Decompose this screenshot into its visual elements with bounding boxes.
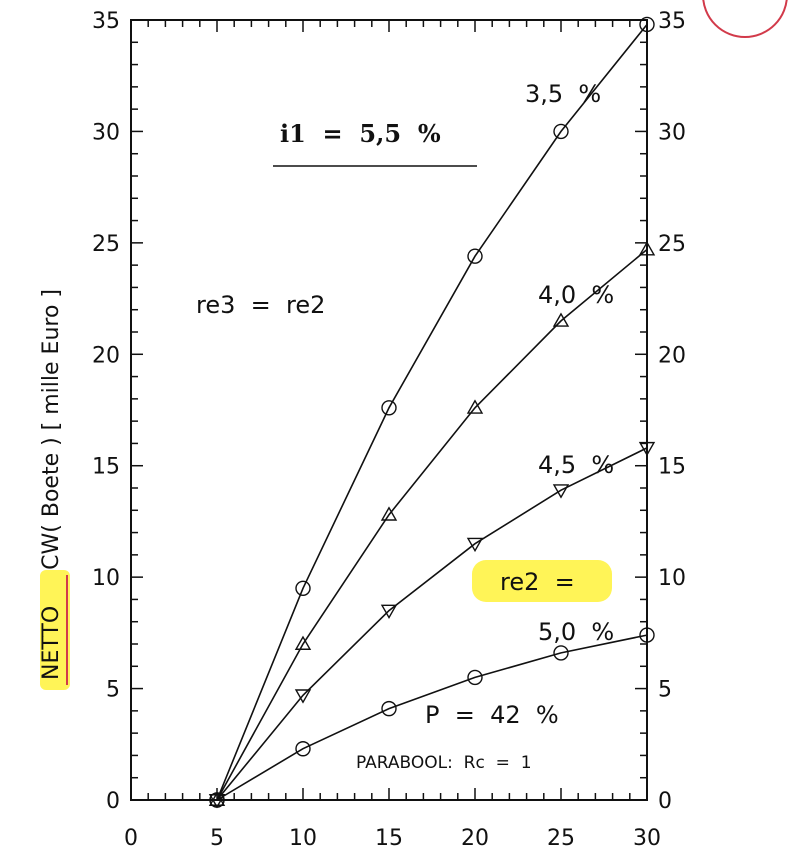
y-axis-label-rest: CW( Boete ) [ mille Euro ] xyxy=(39,289,64,570)
data-point xyxy=(467,669,483,686)
series-label-4-5: 4,5 % xyxy=(538,451,614,479)
y-tick-label-left: 20 xyxy=(92,343,120,368)
y-tick-label-right: 20 xyxy=(658,343,686,368)
data-point xyxy=(294,635,312,650)
data-point xyxy=(380,506,398,521)
stamp xyxy=(702,0,788,38)
y-tick-label-right: 35 xyxy=(658,9,686,34)
y-tick-label-left: 30 xyxy=(92,120,120,145)
i1-annotation: i1 = 5,5 % xyxy=(280,119,441,148)
data-point xyxy=(552,484,570,499)
y-tick-labels-left: 0 5 10 15 20 25 30 35 xyxy=(92,9,120,814)
data-point xyxy=(209,792,225,808)
y-tick-label-left: 0 xyxy=(106,789,120,814)
data-point xyxy=(294,689,312,704)
y-tick-labels-right: 0 5 10 15 20 25 30 35 xyxy=(658,9,686,814)
series-line-1 xyxy=(216,248,648,801)
y-tick-label-left: 35 xyxy=(92,9,120,34)
y-tick-label-left: 25 xyxy=(92,232,120,257)
series-label-5-0: 5,0 % xyxy=(538,618,614,646)
data-point xyxy=(553,645,569,661)
re2-annotation: re2 = xyxy=(500,568,575,596)
data-point xyxy=(380,604,398,619)
x-tick-label: 20 xyxy=(461,826,489,851)
x-tick-label: 10 xyxy=(289,826,317,851)
series-line-0 xyxy=(216,23,648,801)
y-tick-label-right: 30 xyxy=(658,120,686,145)
re3-annotation: re3 = re2 xyxy=(196,291,325,319)
ticks xyxy=(130,19,648,801)
x-tick-labels: 0 5 10 15 20 25 30 xyxy=(124,826,661,851)
data-point xyxy=(553,123,569,140)
data-point xyxy=(295,580,311,596)
series-label-3-5: 3,5 % xyxy=(525,80,601,108)
parabool-annotation: PARABOOL: Rc = 1 xyxy=(356,753,532,773)
y-tick-label-right: 5 xyxy=(658,678,672,703)
data-point xyxy=(638,241,656,256)
data-point xyxy=(208,794,226,809)
y-tick-label-right: 15 xyxy=(658,455,686,480)
data-point xyxy=(552,312,570,327)
data-point xyxy=(466,399,484,414)
data-point xyxy=(466,537,484,553)
y-tick-label-right: 25 xyxy=(658,232,686,257)
y-tick-label-left: 5 xyxy=(106,678,120,703)
y-tick-label-right: 10 xyxy=(658,566,686,591)
series-line-2 xyxy=(216,447,648,801)
x-tick-label: 15 xyxy=(375,826,403,851)
series-line-3 xyxy=(216,634,648,801)
series-label-4-0: 4,0 % xyxy=(538,281,614,309)
series-lines xyxy=(216,23,648,801)
x-tick-label: 5 xyxy=(210,826,224,851)
y-tick-label-left: 15 xyxy=(92,455,120,480)
p-annotation: P = 42 % xyxy=(425,701,559,729)
re2-highlight xyxy=(472,560,612,602)
y-tick-label-right: 0 xyxy=(658,789,672,814)
data-point xyxy=(467,248,483,264)
y-axis-label-netto: NETTO xyxy=(39,606,64,680)
data-point xyxy=(638,441,656,457)
data-point xyxy=(381,400,397,416)
data-point xyxy=(639,627,655,643)
x-tick-label: 0 xyxy=(124,826,138,851)
data-point xyxy=(208,791,226,806)
data-point xyxy=(639,16,655,33)
data-point xyxy=(381,700,397,717)
y-axis-label: NETTO CW( Boete ) [ mille Euro ] xyxy=(39,289,64,680)
data-point xyxy=(295,741,311,757)
x-tick-label: 25 xyxy=(547,826,575,851)
netto-highlight xyxy=(40,570,70,690)
x-tick-label: 30 xyxy=(633,826,661,851)
y-tick-label-left: 10 xyxy=(92,566,120,591)
series-markers xyxy=(208,16,656,809)
